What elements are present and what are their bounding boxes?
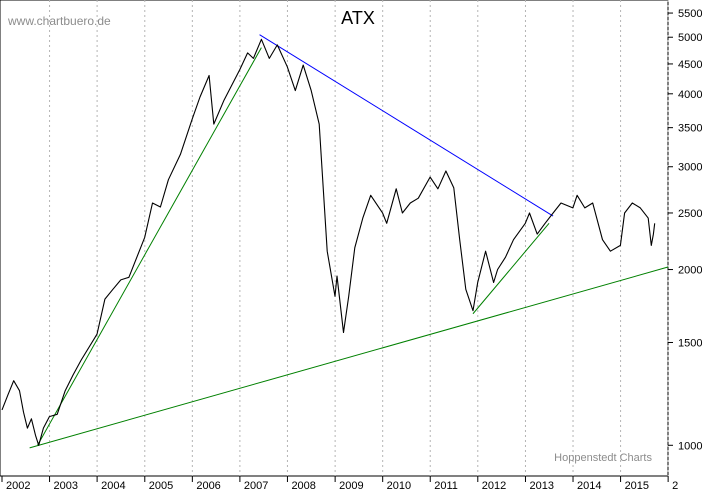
x-tick-label: 2005 xyxy=(149,480,173,491)
x-tick-label: 2013 xyxy=(529,480,553,491)
trendlines xyxy=(29,34,669,449)
y-tick-label: 5500 xyxy=(678,8,702,20)
x-axis: 2002 2003 2004 2005 2006 2007 2008 2009 2010 2011… xyxy=(1,476,678,491)
x-tick-label: 2011 xyxy=(434,480,458,491)
uptrend-line xyxy=(37,47,262,446)
uptrend-line xyxy=(472,222,550,315)
x-tick-label: 2 xyxy=(672,480,678,491)
chart-title: ATX xyxy=(341,8,375,28)
uptrend-line xyxy=(29,266,669,449)
y-tick-label: 3000 xyxy=(678,162,702,174)
y-axis: 1000 1500 2000 2500 3000 3500 4000 4500 5000 5500 xyxy=(668,8,702,452)
x-tick-label: 2006 xyxy=(196,480,220,491)
credit-label: Hoppenstedt Charts xyxy=(554,452,652,464)
x-tick-label: 2008 xyxy=(291,480,315,491)
x-tick-label: 2003 xyxy=(54,480,78,491)
y-tick-label: 2000 xyxy=(678,265,702,277)
downtrend-line xyxy=(259,34,554,217)
y-tick-label: 1000 xyxy=(678,440,702,452)
y-tick-label: 2500 xyxy=(678,208,702,220)
x-tick-label: 2004 xyxy=(101,480,125,491)
x-tick-label: 2009 xyxy=(339,480,363,491)
x-tick-label: 2002 xyxy=(6,480,30,491)
x-tick-label: 2015 xyxy=(625,480,649,491)
y-tick-label: 3500 xyxy=(678,123,702,135)
x-tick-label: 2014 xyxy=(577,480,601,491)
price-series xyxy=(1,38,656,446)
grid-lines xyxy=(49,0,669,476)
y-tick-label: 5000 xyxy=(678,32,702,44)
y-tick-label: 4500 xyxy=(678,59,702,71)
y-tick-label: 4000 xyxy=(678,89,702,101)
x-tick-label: 2010 xyxy=(387,480,411,491)
x-tick-label: 2012 xyxy=(482,480,506,491)
y-tick-label: 1500 xyxy=(678,337,702,349)
x-tick-label: 2007 xyxy=(244,480,268,491)
watermark: www.chartbuero.de xyxy=(7,14,111,28)
plot-area xyxy=(0,0,669,477)
atx-price-line xyxy=(1,38,656,446)
